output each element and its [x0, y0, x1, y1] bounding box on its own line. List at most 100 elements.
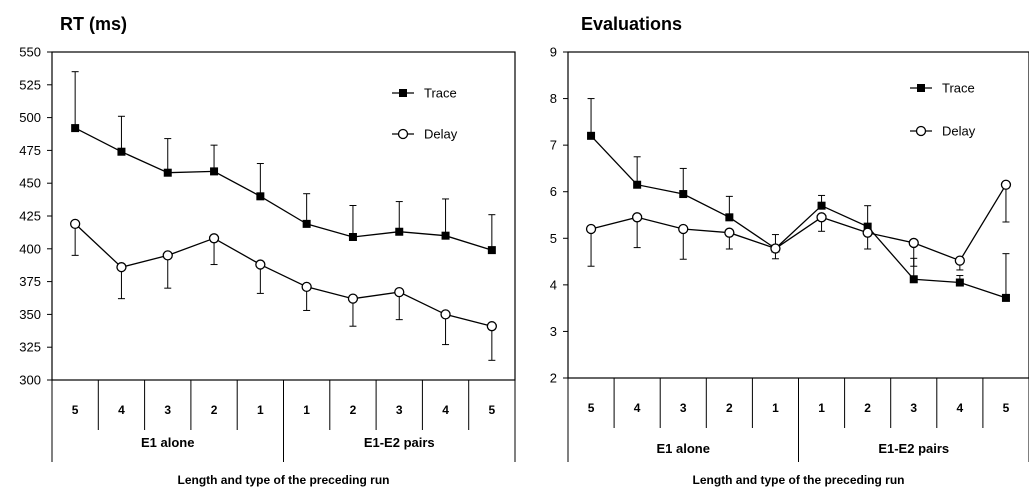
data-point	[395, 227, 404, 236]
legend-label: Delay	[942, 124, 976, 139]
data-point	[862, 227, 873, 238]
group-label: E1-E2 pairs	[878, 441, 949, 456]
series-delay	[70, 218, 498, 361]
y-tick-label: 5	[550, 231, 557, 246]
y-tick-label: 2	[550, 371, 557, 386]
series-trace	[71, 71, 496, 255]
series-line	[260, 195, 307, 225]
y-tick-label: 350	[19, 307, 41, 322]
y-tick-label: 375	[19, 274, 41, 289]
chart-title: Evaluations	[581, 14, 682, 34]
chart-2: Evaluations 2 3 4 5 6 7 8 9 5 4 3 2 1 1 2 3 4 5 E1 alone E1-…	[550, 14, 1029, 487]
y-tick-label: 525	[19, 77, 41, 92]
data-point	[487, 246, 496, 255]
data-point	[679, 190, 688, 199]
x-tick-label: 2	[726, 401, 733, 415]
data-point	[817, 201, 826, 210]
y-tick-label: 475	[19, 143, 41, 158]
legend-marker	[397, 128, 409, 140]
legend: Trace Delay	[392, 86, 458, 142]
data-point	[724, 227, 735, 238]
y-tick-label: 325	[19, 340, 41, 355]
y-tick-label: 400	[19, 241, 41, 256]
x-tick-label: 5	[1003, 401, 1010, 415]
x-tick-label: 2	[211, 403, 218, 417]
data-point	[116, 262, 127, 273]
legend-label: Trace	[942, 81, 975, 96]
series-line	[260, 263, 307, 288]
data-point	[301, 281, 312, 292]
x-tick-label: 4	[634, 401, 641, 415]
y-tick-label: 500	[19, 110, 41, 125]
data-point	[1000, 179, 1012, 190]
y-tick-label: 8	[550, 91, 557, 106]
legend-item-trace: Trace	[910, 81, 975, 96]
group-label: E1 alone	[141, 435, 194, 450]
x-tick-label: 1	[772, 401, 779, 415]
data-point	[816, 212, 827, 223]
legend-marker	[399, 89, 407, 97]
data-point	[210, 167, 219, 176]
x-tick-label: 3	[396, 403, 403, 417]
x-tick-label: 2	[864, 401, 871, 415]
x-tick-label: 2	[350, 403, 357, 417]
chart-title: RT (ms)	[60, 14, 127, 34]
data-point	[70, 218, 81, 230]
data-point	[955, 278, 964, 287]
data-point	[486, 321, 498, 332]
y-tick-label: 450	[19, 176, 41, 191]
data-point	[255, 259, 266, 270]
data-point	[908, 237, 919, 249]
x-tick-label: 3	[164, 403, 171, 417]
group-label: E1-E2 pairs	[364, 435, 435, 450]
data-point	[1001, 293, 1010, 302]
chart-1: RT (ms)300325350375400425450475500525550…	[19, 14, 516, 487]
series-delay	[585, 179, 1012, 271]
y-tick-label: 425	[19, 209, 41, 224]
legend-item-delay: Delay	[392, 127, 458, 142]
data-point	[394, 286, 405, 298]
y-tick-label: 6	[550, 184, 557, 199]
data-point	[348, 232, 357, 241]
x-tick-label: 4	[118, 403, 125, 417]
data-point	[632, 212, 643, 223]
data-point	[302, 219, 311, 228]
data-point	[347, 293, 359, 304]
legend-label: Trace	[424, 86, 457, 101]
y-tick-label: 300	[19, 373, 41, 388]
data-point	[71, 124, 80, 133]
x-tick-label: 5	[489, 403, 496, 417]
legend-label: Delay	[424, 127, 458, 142]
series-line	[775, 205, 822, 250]
data-point	[633, 180, 642, 189]
x-tick-label: 3	[680, 401, 687, 415]
data-point	[954, 255, 965, 266]
legend-marker	[917, 84, 925, 92]
x-tick-label: 4	[442, 403, 449, 417]
data-point	[678, 223, 689, 235]
y-tick-label: 550	[19, 45, 41, 60]
legend: Trace Delay	[910, 81, 976, 139]
group-label: E1 alone	[657, 441, 710, 456]
x-axis-label: Length and type of the preceding run	[692, 473, 904, 487]
y-tick-label: 4	[550, 277, 557, 292]
legend-item-trace: Trace	[392, 86, 457, 101]
x-tick-label: 4	[957, 401, 964, 415]
data-point	[441, 231, 450, 240]
y-tick-label: 7	[550, 138, 557, 153]
x-axis-label: Length and type of the preceding run	[177, 473, 389, 487]
data-point	[863, 222, 872, 231]
data-point	[909, 275, 918, 284]
data-point	[256, 192, 265, 201]
data-point	[117, 147, 126, 156]
x-tick-label: 5	[588, 401, 595, 415]
data-point	[725, 213, 734, 222]
y-tick-label: 9	[550, 45, 557, 60]
legend-item-delay: Delay	[910, 124, 976, 139]
data-point	[770, 243, 781, 254]
series-line	[775, 216, 822, 250]
x-tick-label: 1	[303, 403, 310, 417]
x-tick-label: 3	[910, 401, 917, 415]
data-point	[162, 250, 173, 261]
x-tick-label: 5	[72, 403, 79, 417]
